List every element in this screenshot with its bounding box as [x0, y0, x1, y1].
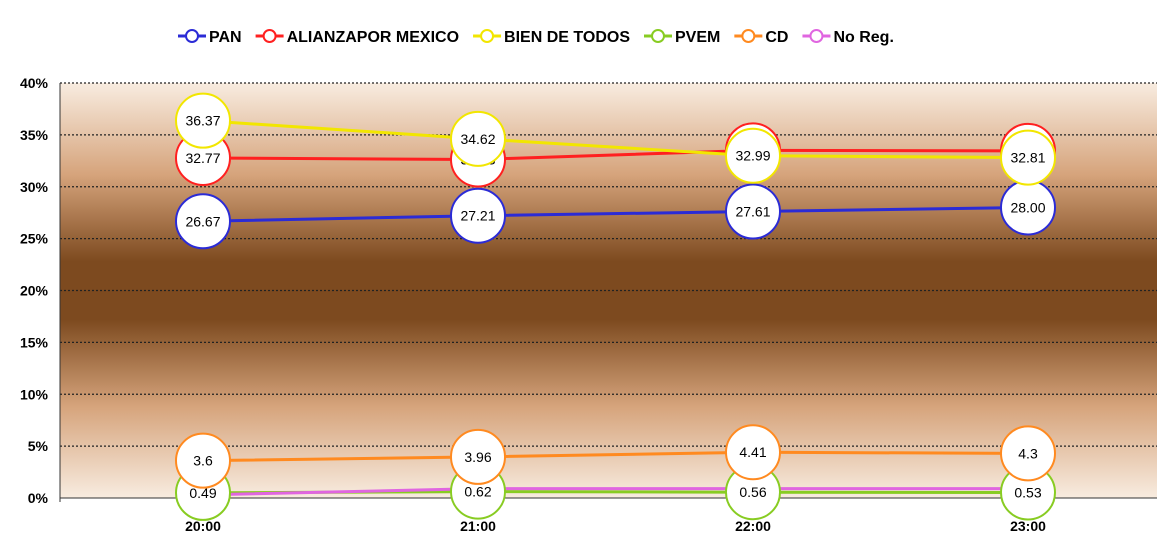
series-line: [202, 119, 1029, 160]
data-label: 3.96: [464, 449, 491, 465]
data-label: 0.49: [189, 485, 216, 501]
data-label: 4.41: [739, 444, 766, 460]
legend-label: ALIANZAPOR MEXICO: [287, 29, 459, 46]
data-label: 4.3: [1018, 445, 1038, 461]
legend-marker: [262, 29, 277, 43]
series-line: [202, 206, 1029, 223]
series-line: [202, 148, 1029, 161]
y-tick-label: 20%: [20, 283, 49, 299]
series-line: [202, 450, 1029, 463]
y-tick-label: 25%: [20, 231, 49, 247]
y-tick-label: 15%: [20, 334, 49, 350]
series-lines: [202, 119, 1029, 497]
data-label: 27.21: [460, 208, 495, 224]
x-tick-label: 20:00: [185, 518, 221, 534]
y-tick-label: 5%: [28, 438, 49, 454]
legend-marker: [480, 29, 495, 43]
data-label: 0.62: [464, 484, 491, 500]
data-label: 36.37: [185, 113, 220, 129]
data-point-marker: [450, 428, 506, 485]
data-point-marker: [175, 92, 231, 149]
data-point-marker: [725, 424, 781, 481]
x-tick-label: 21:00: [460, 518, 496, 534]
data-point-marker: [175, 432, 231, 489]
data-point-marker: [1000, 129, 1056, 186]
legend-marker: [651, 29, 665, 43]
data-label: 32.81: [1010, 150, 1045, 166]
legend-label: BIEN DE TODOS: [504, 29, 630, 46]
series-line: [202, 487, 1028, 497]
data-label: 32.77: [185, 150, 220, 166]
y-tick-label: 40%: [20, 75, 49, 91]
data-label: 0.53: [1014, 485, 1041, 501]
legend-label: CD: [765, 29, 788, 46]
legend-label: PAN: [209, 29, 242, 46]
data-point-marker: [1000, 425, 1056, 482]
data-point-marker: [175, 193, 231, 250]
legend-marker: [185, 29, 199, 43]
legend: PAN ALIANZAPOR MEXICO BIEN DE TODOS PVEM CD N…: [178, 29, 894, 46]
data-label: 26.67: [185, 213, 220, 229]
gridlines: [60, 82, 1157, 447]
legend-marker: [809, 29, 824, 43]
y-tick-label: 30%: [20, 179, 49, 195]
data-point-marker: [450, 187, 506, 244]
data-label: 34.62: [460, 131, 495, 147]
data-label: 32.99: [735, 148, 770, 164]
data-point-marker: [725, 183, 781, 240]
data-label: 28.00: [1010, 200, 1045, 216]
x-tick-label: 23:00: [1010, 518, 1046, 534]
legend-label: PVEM: [675, 29, 720, 46]
y-tick-label: 10%: [20, 386, 49, 402]
x-tick-label: 22:00: [735, 518, 771, 534]
legend-label: No Reg.: [833, 29, 893, 46]
legend-marker: [741, 29, 756, 43]
data-label: 3.6: [193, 453, 213, 469]
data-label: 27.61: [735, 204, 770, 220]
data-point-marker: [450, 110, 506, 167]
y-tick-label: 0%: [28, 490, 49, 506]
data-labels: 26.6727.2127.6128.0032.7732.6333.5133.46…: [175, 92, 1056, 521]
data-label: 0.56: [739, 484, 766, 500]
axes: 0% 5% 10% 15% 20% 25% 30% 35% 40% 20:00 21:00 22:00…: [20, 75, 1157, 534]
y-tick-label: 35%: [20, 127, 49, 143]
data-point-marker: [725, 127, 781, 184]
